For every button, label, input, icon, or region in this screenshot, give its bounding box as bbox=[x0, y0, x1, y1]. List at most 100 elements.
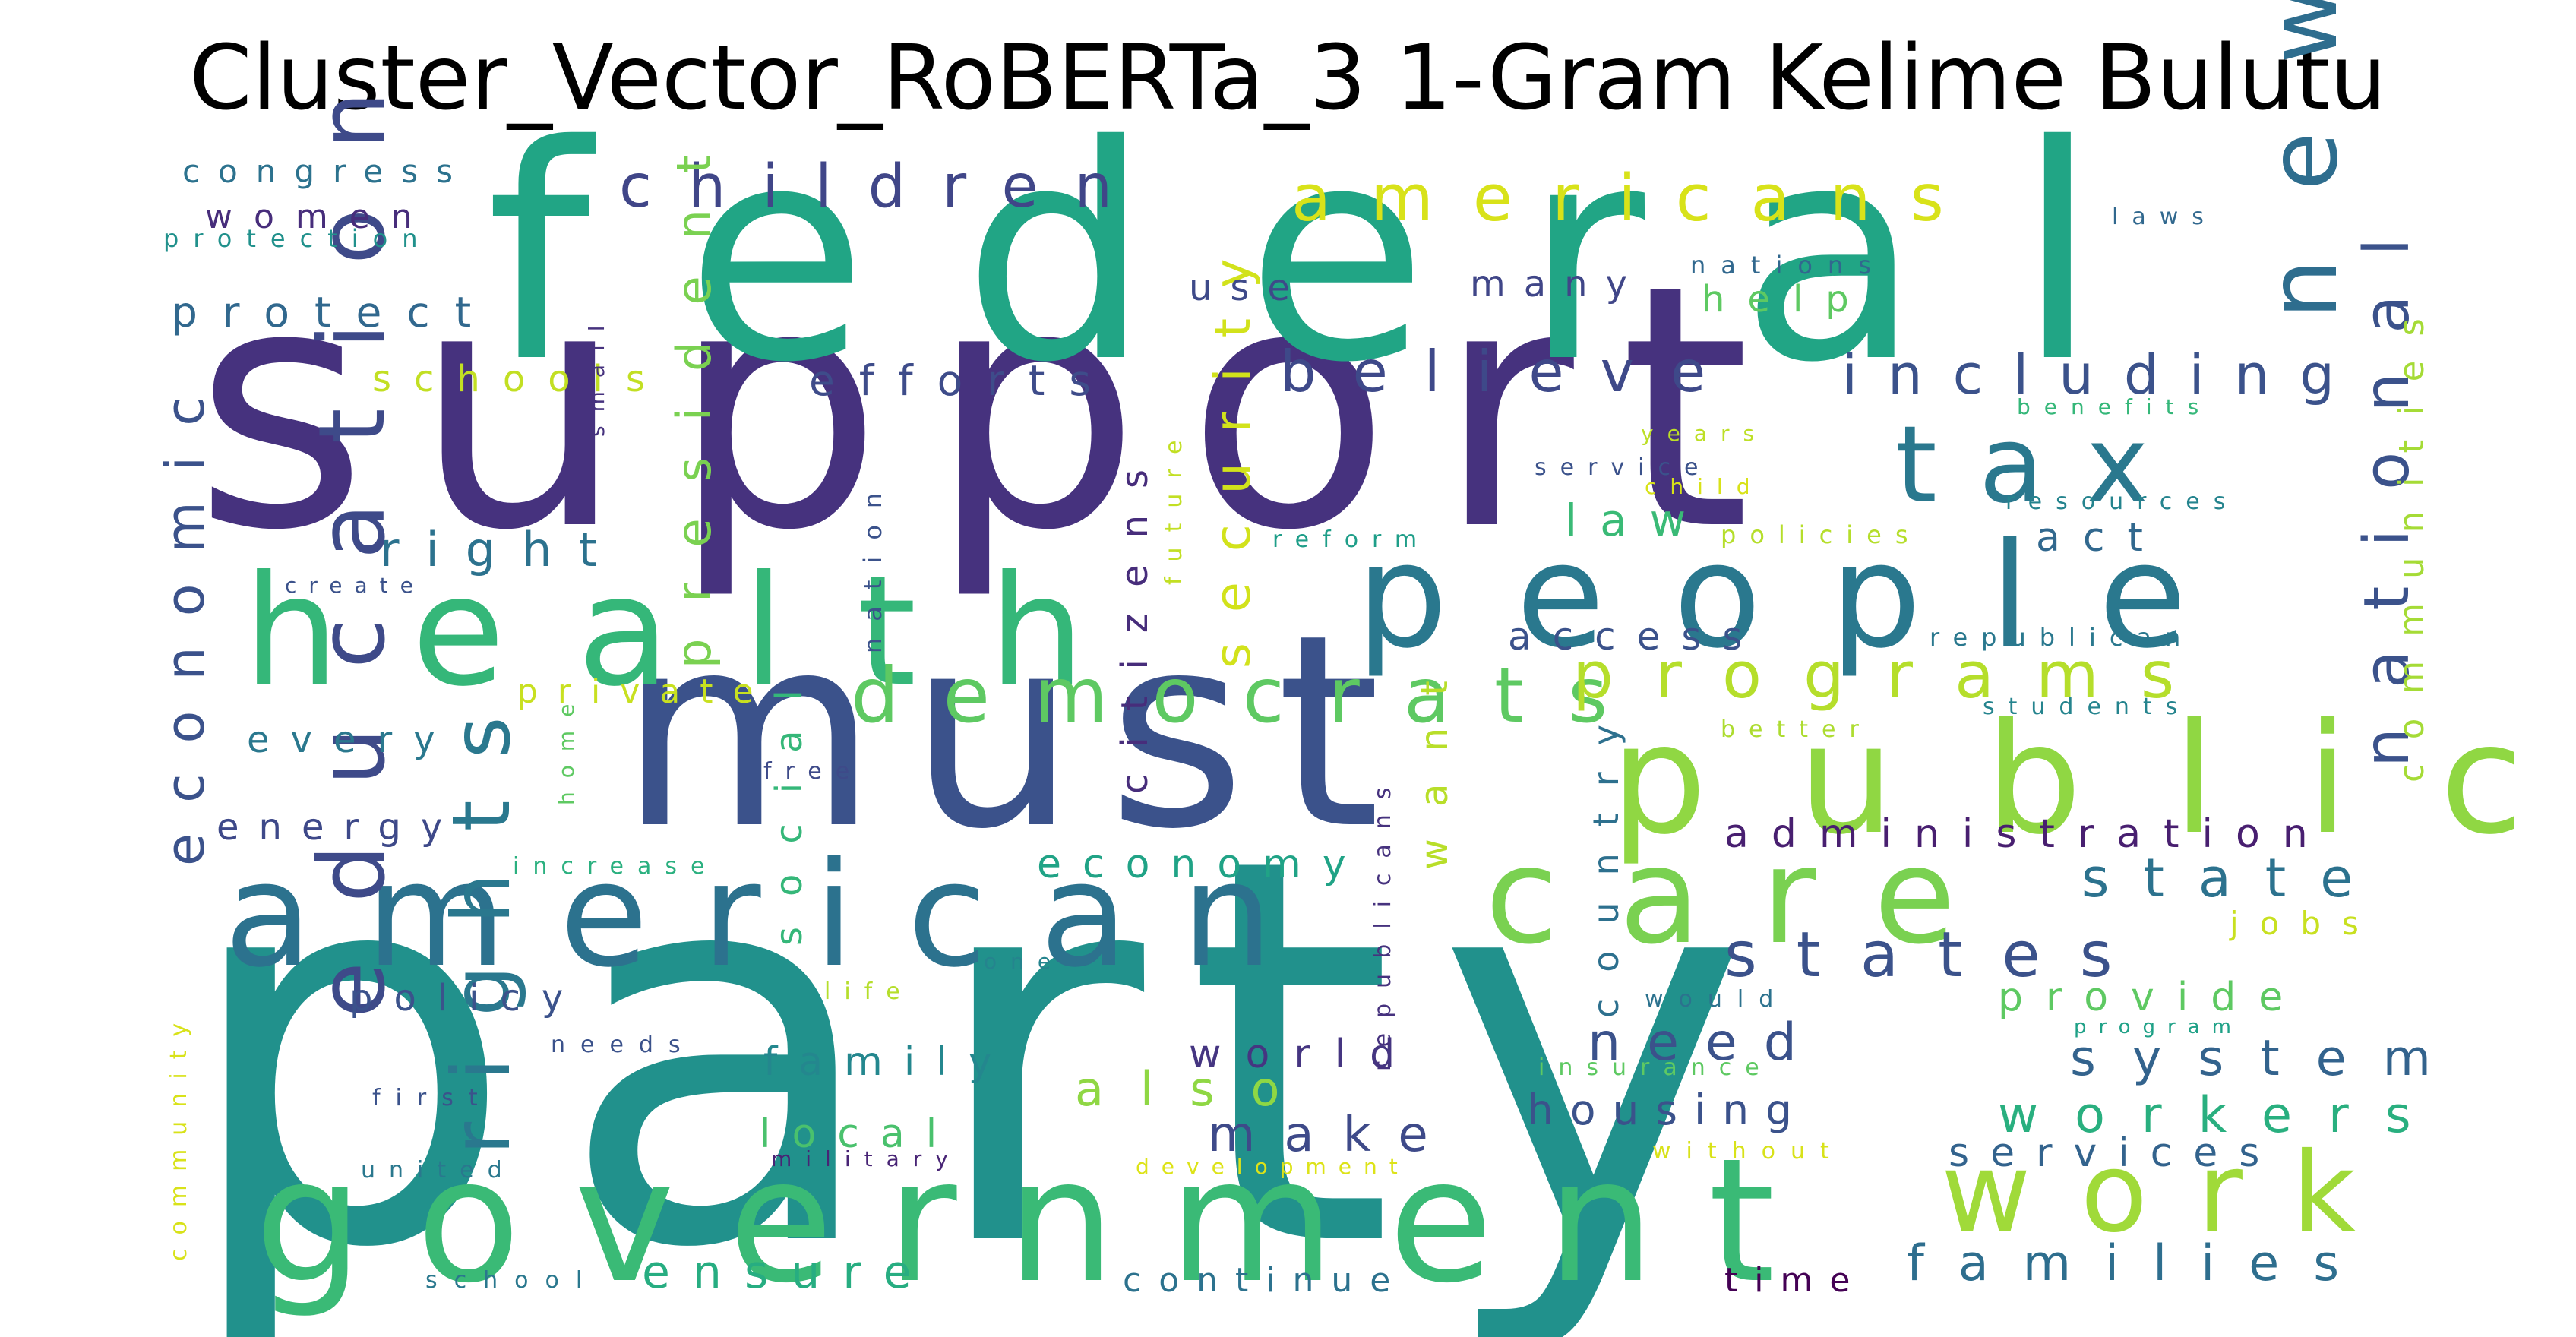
word-want: want bbox=[1412, 649, 1456, 870]
word-access: access bbox=[1508, 615, 1763, 659]
word-new: new bbox=[2249, 0, 2359, 319]
word-increase: increase bbox=[513, 853, 718, 880]
word-country: country bbox=[1585, 698, 1626, 1018]
word-people: people bbox=[1356, 512, 2255, 680]
word-social: social bbox=[768, 659, 811, 946]
word-community: community bbox=[166, 1010, 192, 1261]
word-communities: communities bbox=[2391, 294, 2432, 782]
word-use: use bbox=[1189, 267, 1308, 309]
word-private: private bbox=[517, 672, 773, 711]
word-need: need bbox=[1588, 1013, 1823, 1073]
word-workers: workers bbox=[1998, 1087, 2448, 1144]
word-policy: policy bbox=[349, 977, 584, 1019]
word-act: act bbox=[2036, 515, 2166, 561]
word-education: education bbox=[300, 33, 406, 1018]
word-work: work bbox=[1941, 1129, 2405, 1257]
word-free: free bbox=[763, 758, 863, 785]
word-child: child bbox=[1645, 474, 1763, 499]
word-state: state bbox=[2081, 847, 2387, 909]
figure-title: Cluster_Vector_RoBERTa_3 1-Gram Kelime B… bbox=[189, 25, 2387, 130]
word-jobs: jobs bbox=[2229, 905, 2380, 942]
word-administration: administration bbox=[1724, 811, 2331, 857]
word-women: women bbox=[205, 198, 434, 236]
word-school: school bbox=[425, 1267, 599, 1294]
word-americans: americans bbox=[1291, 161, 1983, 236]
word-time: time bbox=[1724, 1261, 1866, 1300]
word-republicans: republicans bbox=[1370, 773, 1396, 1071]
word-president: president bbox=[666, 119, 722, 668]
word-protect: protect bbox=[171, 288, 496, 337]
word-economic: economic bbox=[154, 366, 217, 866]
word-better: better bbox=[1721, 716, 1873, 743]
word-would: would bbox=[1645, 986, 1788, 1013]
word-federal: federal bbox=[486, 82, 2193, 427]
word-provide: provide bbox=[1998, 975, 2306, 1020]
word-united: united bbox=[361, 1157, 516, 1184]
word-reform: reform bbox=[1272, 526, 1430, 553]
word-laws: laws bbox=[2112, 204, 2217, 230]
word-needs: needs bbox=[551, 1032, 696, 1058]
word-schools: schools bbox=[372, 358, 668, 400]
word-efforts: efforts bbox=[809, 356, 1115, 405]
word-years: years bbox=[1641, 421, 1768, 446]
word-every: every bbox=[247, 719, 457, 761]
word-one: one bbox=[984, 949, 1064, 974]
word-insurance: insurance bbox=[1538, 1054, 1773, 1081]
word-government: government bbox=[254, 1122, 1828, 1321]
word-support: support bbox=[194, 214, 1796, 603]
word-democrats: democrats bbox=[851, 651, 1651, 740]
word-protection: protection bbox=[163, 224, 431, 253]
word-nations: nations bbox=[1690, 251, 1886, 280]
word-must: must bbox=[619, 577, 1411, 887]
word-children: children bbox=[619, 153, 1149, 221]
word-housing: housing bbox=[1527, 1086, 1809, 1134]
word-continue: continue bbox=[1123, 1261, 1408, 1300]
word-development: development bbox=[1136, 1154, 1410, 1179]
word-energy: energy bbox=[217, 806, 462, 849]
word-future: future bbox=[1161, 425, 1187, 585]
word-first: first bbox=[372, 1085, 493, 1111]
word-tax: tax bbox=[1895, 403, 2191, 527]
word-resources: resources bbox=[2005, 488, 2239, 515]
word-states: states bbox=[1724, 919, 2151, 991]
word-right: right bbox=[380, 522, 624, 577]
word-party: party bbox=[179, 745, 1793, 1337]
word-american: american bbox=[224, 831, 1326, 999]
word-ensure: ensure bbox=[642, 1246, 934, 1299]
word-republican: republican bbox=[1930, 623, 2194, 652]
word-family: family bbox=[763, 1039, 1013, 1085]
word-believe: believe bbox=[1280, 338, 1742, 405]
word-students: students bbox=[1983, 694, 2191, 720]
word-congress: congress bbox=[182, 153, 471, 190]
word-without: without bbox=[1652, 1138, 1844, 1165]
word-military: military bbox=[771, 1146, 962, 1171]
word-care: care bbox=[1485, 820, 2016, 974]
word-national: national bbox=[2351, 199, 2423, 767]
word-system: system bbox=[2070, 1030, 2467, 1087]
word-nation: nation bbox=[858, 476, 887, 653]
word-local: local bbox=[760, 1111, 958, 1157]
word-help: help bbox=[1702, 278, 1872, 321]
word-life: life bbox=[824, 978, 914, 1005]
word-security: security bbox=[1205, 228, 1262, 668]
word-including: including bbox=[1842, 343, 2365, 406]
word-public: public bbox=[1610, 691, 2576, 868]
word-world: world bbox=[1189, 1032, 1419, 1077]
word-service: service bbox=[1535, 454, 1712, 481]
word-program: program bbox=[2074, 1016, 2243, 1038]
word-make: make bbox=[1208, 1107, 1457, 1163]
word-policies: policies bbox=[1721, 520, 1922, 549]
word-citizens: citizens bbox=[1114, 443, 1156, 794]
word-economy: economy bbox=[1037, 842, 1367, 887]
word-also: also bbox=[1075, 1061, 1316, 1117]
word-law: law bbox=[1565, 495, 1708, 546]
word-home: home bbox=[554, 691, 579, 805]
word-many: many bbox=[1470, 263, 1645, 305]
word-small: small bbox=[584, 311, 609, 437]
word-benefits: benefits bbox=[2017, 394, 2212, 419]
word-programs: programs bbox=[1572, 638, 2216, 713]
word-create: create bbox=[285, 573, 425, 598]
word-health: health bbox=[243, 543, 1157, 720]
